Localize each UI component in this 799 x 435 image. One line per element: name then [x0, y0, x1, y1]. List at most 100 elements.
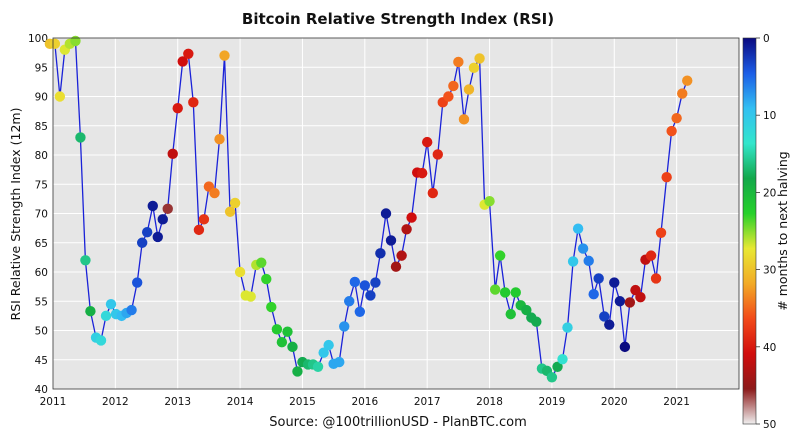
data-point: [193, 224, 205, 236]
data-point: [183, 48, 194, 59]
data-point: [396, 250, 407, 261]
data-point: [276, 337, 288, 348]
data-point: [458, 114, 470, 125]
x-tick-label: 2020: [601, 396, 628, 408]
x-tick-label: 2013: [164, 396, 191, 408]
data-point: [224, 206, 236, 217]
data-point: [136, 237, 148, 248]
data-point: [323, 339, 334, 351]
data-point: [572, 223, 584, 234]
data-point: [131, 277, 143, 288]
plot-frame: [52, 37, 740, 390]
data-point: [349, 276, 361, 288]
data-point: [489, 284, 501, 295]
data-point: [650, 273, 662, 284]
data-point: [474, 53, 485, 64]
data-point: [484, 196, 495, 207]
data-point: [463, 84, 475, 95]
data-point: [162, 203, 173, 215]
data-point: [141, 227, 153, 238]
y-tick-label: 70: [35, 209, 48, 221]
data-point: [54, 91, 66, 102]
data-point: [593, 273, 604, 284]
data-point: [229, 197, 241, 209]
data-point: [271, 324, 283, 335]
data-point: [531, 316, 542, 327]
data-point: [287, 341, 298, 353]
data-point: [385, 235, 397, 246]
data-point: [157, 214, 168, 225]
x-tick-label: 2021: [663, 396, 690, 408]
colorbar-label: # months to next halving: [775, 151, 790, 310]
data-point: [234, 266, 246, 278]
y-tick-label: 50: [35, 326, 48, 338]
data-point: [209, 187, 220, 199]
data-point: [390, 261, 402, 272]
data-point: [552, 361, 563, 372]
data-point: [147, 200, 158, 212]
y-tick-label: 40: [35, 384, 48, 396]
data-point: [292, 366, 303, 377]
y-tick-label: 75: [35, 179, 48, 191]
data-point: [380, 208, 392, 219]
y-tick-label: 60: [35, 267, 48, 279]
data-point: [406, 212, 417, 223]
data-points: [44, 35, 693, 383]
data-point: [359, 280, 371, 291]
data-point: [453, 56, 464, 68]
data-point: [655, 227, 667, 239]
data-point: [49, 38, 61, 50]
data-point: [614, 296, 626, 307]
x-tick-label: 2011: [40, 396, 67, 408]
x-tick-label: 2017: [414, 396, 441, 408]
x-tick-label: 2018: [476, 396, 503, 408]
data-point: [266, 301, 277, 313]
colorbar-tick-label: 20: [763, 187, 776, 199]
data-point: [521, 304, 532, 316]
data-point: [604, 319, 615, 330]
data-point: [421, 136, 433, 148]
data-point: [334, 356, 345, 368]
x-tick-label: 2019: [539, 396, 566, 408]
colorbar-tick-label: 30: [763, 265, 776, 277]
rsi-line: [49, 39, 688, 379]
data-point: [339, 321, 350, 332]
data-point: [198, 214, 210, 225]
data-point: [256, 257, 267, 268]
data-point: [188, 97, 199, 108]
y-tick-label: 85: [35, 121, 48, 133]
x-tick-label: 2014: [227, 396, 254, 408]
data-point: [416, 167, 428, 179]
data-point: [245, 291, 256, 302]
data-point: [126, 304, 137, 316]
y-tick-label: 55: [35, 296, 48, 308]
data-point: [100, 310, 112, 322]
x-tick-label: 2015: [289, 396, 316, 408]
data-point: [609, 277, 620, 288]
data-point: [443, 91, 454, 102]
data-point: [599, 311, 610, 322]
y-axis-label: RSI Relative Strength Index (12m): [8, 108, 23, 321]
y-tick-label: 45: [35, 355, 48, 367]
colorbar-tick-label: 0: [763, 33, 770, 45]
x-tick-label: 2012: [102, 396, 129, 408]
data-point: [505, 308, 516, 320]
y-tick-label: 95: [35, 62, 48, 74]
data-point: [95, 335, 107, 346]
colorbar-ticks: 0 10 20 30 40 50: [756, 33, 776, 431]
data-point: [261, 273, 272, 285]
data-point: [619, 341, 631, 353]
x-tick-label: 2016: [351, 396, 378, 408]
data-point: [105, 298, 117, 310]
data-point: [312, 361, 324, 372]
data-point: [152, 231, 163, 243]
colorbar-tick-label: 40: [763, 342, 776, 354]
data-point: [499, 287, 511, 298]
data-point: [557, 353, 568, 365]
data-point: [370, 277, 381, 288]
data-point: [562, 322, 573, 333]
data-point: [635, 291, 646, 303]
y-tick-label: 100: [28, 33, 48, 45]
data-point: [671, 112, 682, 124]
